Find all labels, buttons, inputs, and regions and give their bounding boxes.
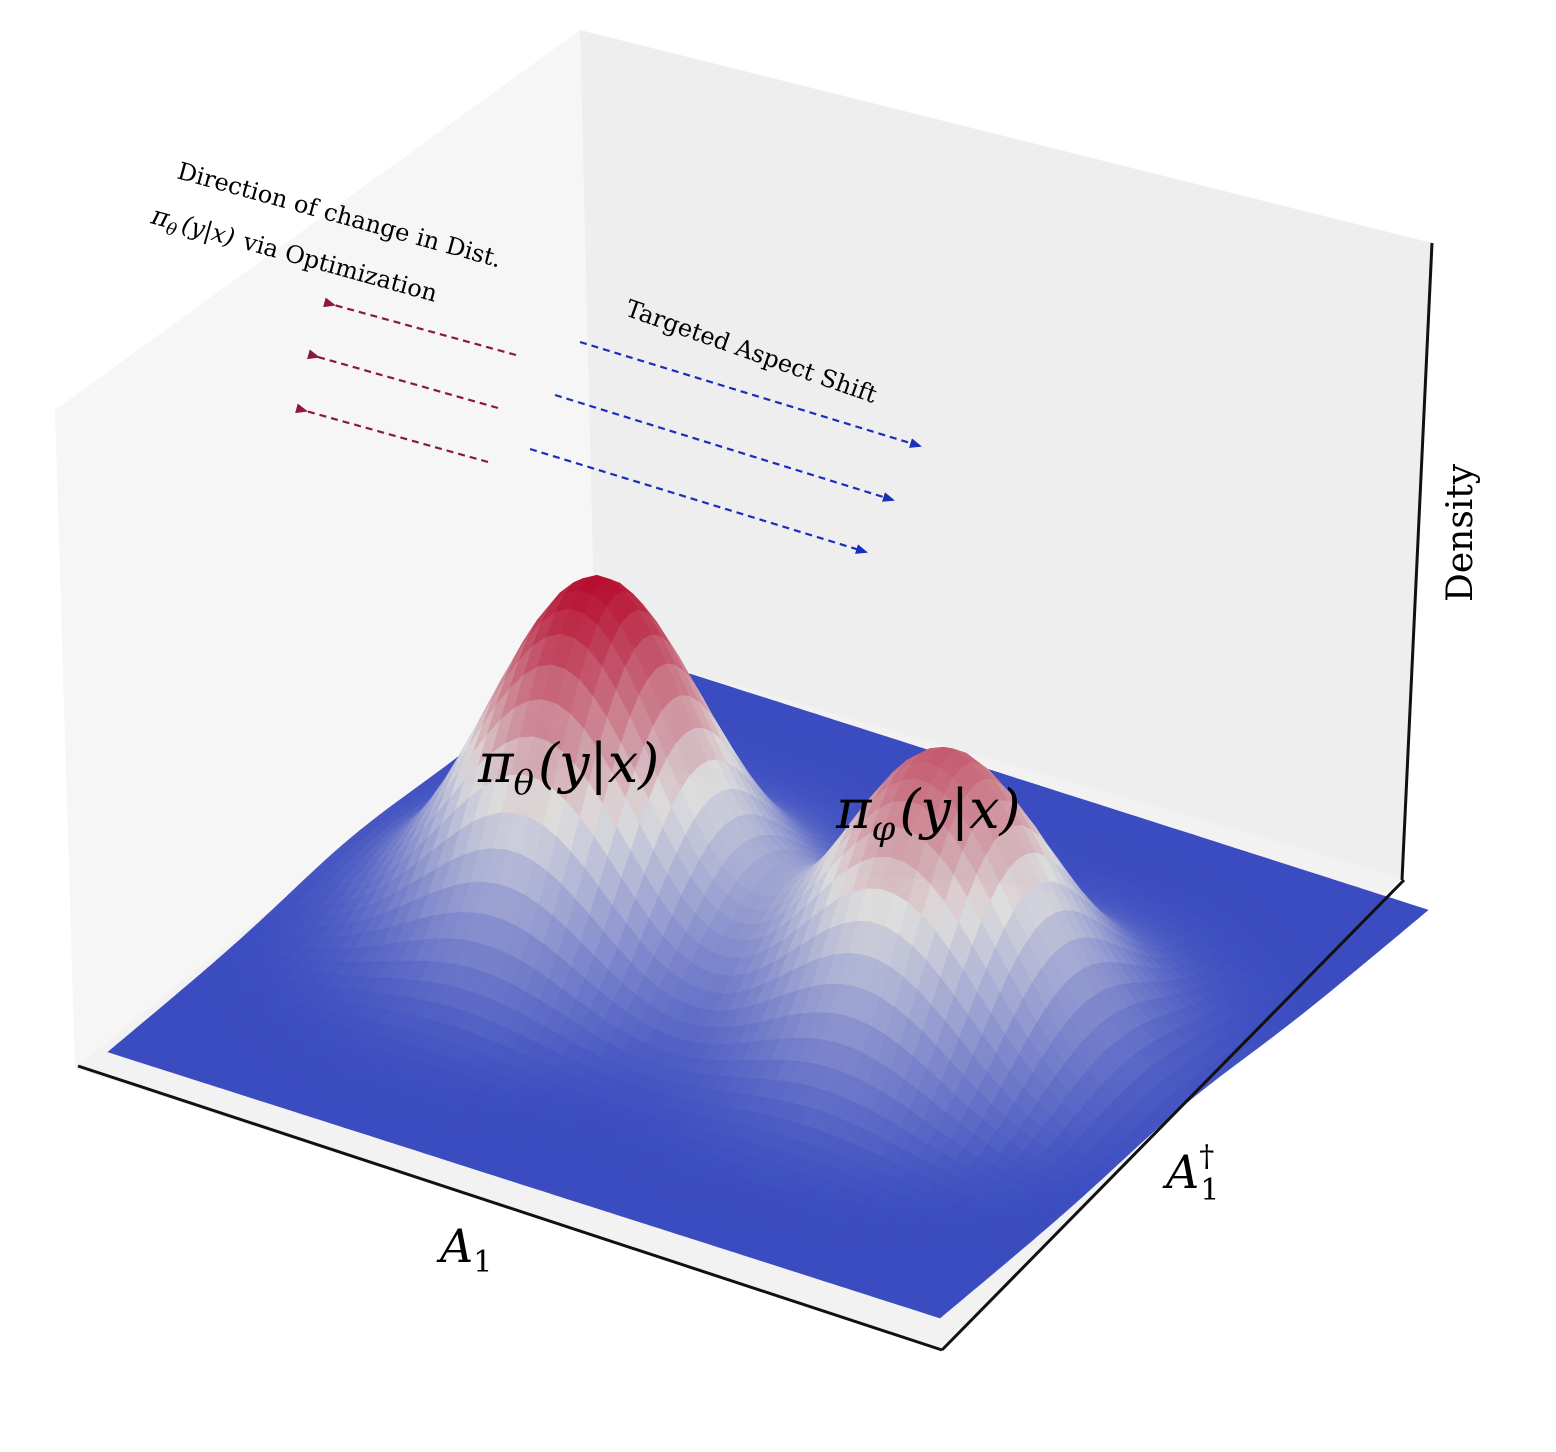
optimization-arrow-1 — [323, 297, 517, 357]
peak-phi-symbol: π — [835, 778, 873, 841]
peak-phi-sub: φ — [872, 809, 896, 849]
y-axis-line — [940, 878, 1406, 1352]
optimization-arrow-3 — [295, 403, 489, 464]
y-axis-label: A† 1 — [1162, 1139, 1219, 1208]
peak-label-theta: πθ(y|x) — [477, 732, 659, 803]
peak-theta-symbol: π — [477, 732, 515, 795]
x-axis-label-main: A — [436, 1219, 473, 1273]
y-axis-label-main: A — [1162, 1145, 1199, 1199]
z-axis-line — [1400, 242, 1434, 881]
x-axis-label: A1 — [436, 1219, 492, 1280]
optimization-args: (y|x) — [178, 210, 238, 252]
z-axis-label: Density — [1440, 463, 1481, 602]
shift-arrows — [529, 340, 922, 554]
peak-theta-sub: θ — [514, 763, 534, 803]
shift-arrow-3 — [529, 447, 868, 554]
peak-label-phi: πφ(y|x) — [835, 778, 1021, 849]
x-axis-line — [77, 1064, 943, 1352]
left-back-pane — [55, 30, 595, 1068]
peak-phi-args: (y|x) — [899, 778, 1020, 841]
optimization-arrows — [295, 297, 517, 464]
surface-cell — [925, 1305, 950, 1319]
peak-theta-args: (y|x) — [538, 732, 659, 795]
density-surface — [107, 574, 1429, 1319]
y-axis-label-sup: † — [1199, 1139, 1214, 1174]
y-axis-label-sub: 1 — [1200, 1173, 1219, 1208]
shift-arrow-2 — [554, 393, 895, 502]
x-axis-label-sub: 1 — [473, 1245, 492, 1280]
right-back-pane — [580, 30, 1432, 878]
